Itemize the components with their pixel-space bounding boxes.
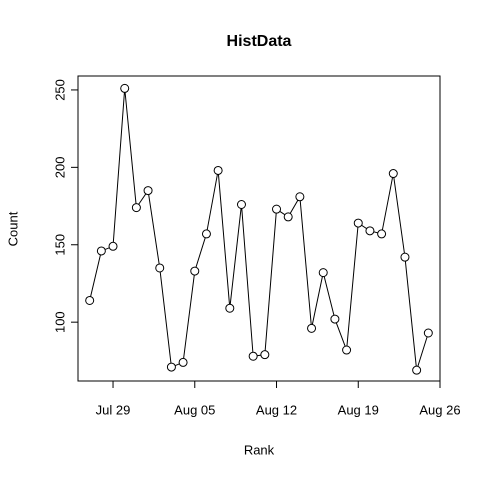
point (412, 365, 422, 375)
point (330, 314, 340, 324)
series-line (89, 88, 429, 371)
point (108, 241, 118, 251)
point (377, 229, 387, 239)
point (96, 246, 106, 256)
y-axis-label: Count (5, 211, 20, 246)
x-tick-label: Aug 26 (419, 402, 460, 417)
point (423, 328, 433, 338)
point (225, 303, 235, 313)
y-tick-label: 200 (52, 156, 67, 178)
point (155, 263, 165, 273)
point (190, 266, 200, 276)
x-tick-label: Aug 05 (174, 402, 215, 417)
point (342, 345, 352, 355)
point (295, 192, 305, 202)
point (318, 268, 328, 278)
chart-title: HistData (227, 33, 292, 50)
point (131, 203, 141, 213)
point (400, 252, 410, 262)
point (283, 212, 293, 222)
point (166, 362, 176, 372)
x-tick-label: Aug 19 (338, 402, 379, 417)
point (248, 351, 258, 361)
point (201, 229, 211, 239)
y-tick-label: 100 (52, 311, 67, 333)
point (143, 186, 153, 196)
point (120, 83, 130, 93)
y-tick-label: 150 (52, 234, 67, 256)
point (353, 218, 363, 228)
point (388, 169, 398, 179)
x-tick-label: Jul 29 (96, 402, 131, 417)
x-axis-label: Rank (244, 442, 275, 457)
point (307, 323, 317, 333)
point (213, 165, 223, 175)
point (272, 204, 282, 214)
point (178, 357, 188, 367)
point (85, 295, 95, 305)
x-tick-label: Aug 12 (256, 402, 297, 417)
point (260, 350, 270, 360)
plot-box (77, 75, 441, 382)
point (365, 226, 375, 236)
point (236, 200, 246, 210)
y-tick-label: 250 (52, 79, 67, 101)
